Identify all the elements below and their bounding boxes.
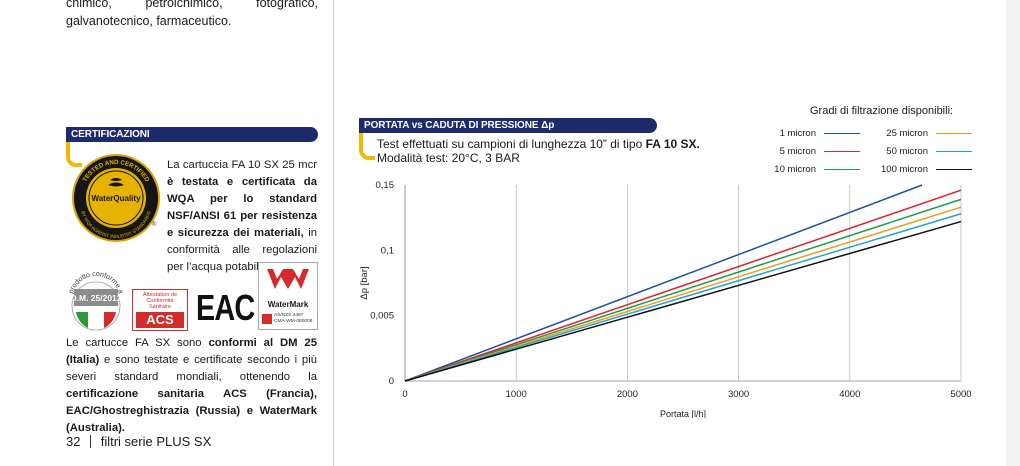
svg-text:TESTED AND CERTIFIED: TESTED AND CERTIFIED — [82, 159, 151, 184]
x-tick-label: 3000 — [728, 389, 749, 400]
pressure-drop-chart: 0 1000 2000 3000 4000 5000 0 0,005 0,1 0,15 Portat… — [359, 180, 972, 418]
certificazioni-header: CERTIFICAZIONI — [66, 127, 318, 142]
y-tick-label: 0,15 — [376, 180, 395, 191]
legend-title: Gradi di filtrazione disponibili: — [810, 105, 954, 117]
legend-label: 100 micron — [881, 163, 928, 175]
legend-label: 1 micron — [779, 127, 816, 139]
legend-item: 10 micron — [740, 160, 860, 178]
legend-column-right: 25 micron 50 micron 100 micron — [862, 124, 972, 178]
legend-swatch — [824, 132, 860, 134]
series-line-10-micron — [404, 198, 962, 382]
legend-swatch — [936, 168, 972, 170]
wqa-ring-top: TESTED AND CERTIFIED — [82, 159, 151, 184]
legend-item: 100 micron — [862, 160, 972, 178]
page-edge — [1006, 0, 1020, 466]
acs-abbr: ACS — [136, 312, 184, 328]
svg-text:BY WQA AGAINST INDUSTRY STANDA: BY WQA AGAINST INDUSTRY STANDARDS — [80, 210, 151, 239]
legend-swatch — [936, 132, 972, 134]
chart-header-accent — [359, 124, 375, 160]
watermark-w-icon — [267, 269, 309, 289]
watermark-code: CMA-WM-080009 — [274, 318, 313, 324]
legend-swatch — [936, 150, 972, 152]
footer-divider — [90, 435, 92, 448]
dm25-logo-graphic: prodotto conforme a D.M. 25/2012 — [68, 271, 124, 331]
page-number: 32 — [66, 434, 81, 449]
legend-label: 10 micron — [774, 163, 816, 175]
section-header-accent — [66, 133, 82, 167]
watermark-logo: WaterMark AS/NZS 3497 CMA-WM-080009 — [258, 262, 318, 330]
chart-legend: 1 micron 5 micron 10 micron 25 micron 50 mi… — [740, 124, 972, 180]
chart-subtitle-line1: Test effettuati su campioni di lunghezza… — [377, 137, 646, 151]
x-tick-label: 0 — [402, 389, 407, 400]
x-tick-label: 2000 — [617, 389, 638, 400]
registered-icon: ® — [152, 222, 157, 228]
page-footer: 32 filtri serie PLUS SX — [66, 434, 211, 449]
intro-text-continuation: chimico, petrolchimico, fotografico, gal… — [66, 0, 318, 28]
watermark-small-icon — [262, 313, 272, 324]
wqa-seal-graphic: WaterQuality — [72, 154, 160, 242]
x-axis-label: Portata [l/h] — [660, 409, 706, 418]
wqa-certification-text: La cartuccia FA 10 SX 25 mcr è testata e… — [167, 157, 317, 276]
x-tick-label: 1000 — [506, 389, 527, 400]
chart-section-header: PORTATA vs CADUTA DI PRESSIONE Δp — [359, 118, 657, 133]
y-tick-label: 0,1 — [381, 245, 394, 256]
certifications-paragraph: Le cartucce FA SX sono conformi al DM 25… — [66, 335, 317, 437]
legend-label: 25 micron — [886, 127, 928, 139]
legend-swatch — [824, 168, 860, 170]
wqa-ring-bottom: BY WQA AGAINST INDUSTRY STANDARDS — [80, 210, 151, 239]
dm25-label: D.M. 25/2012 — [70, 293, 121, 303]
wqa-seal: WaterQuality TESTED AND CERTIFIED BY WQA… — [70, 152, 162, 244]
legend-item: 25 micron — [862, 124, 972, 142]
legend-item: 50 micron — [862, 142, 972, 160]
chart-subtitle-line2: Modalità test: 20°C, 3 BAR — [377, 151, 520, 165]
legend-item: 1 micron — [740, 124, 860, 142]
legend-item: 5 micron — [740, 142, 860, 160]
series-line-100-micron — [404, 220, 962, 382]
cert-text-part: Le cartucce FA SX sono — [66, 337, 209, 349]
series-line-25-micron — [404, 206, 962, 382]
series-line-5-micron — [404, 189, 962, 382]
chart-section-header-label: PORTATA vs CADUTA DI PRESSIONE Δp — [364, 120, 555, 131]
certificazioni-header-label: CERTIFICAZIONI — [71, 129, 150, 140]
y-tick-label: 0 — [389, 376, 394, 387]
cert-text-bold: conformi al DM 25 (Italia) — [66, 337, 317, 366]
chart-subtitle: Test effettuati su campioni di lunghezza… — [377, 137, 700, 165]
legend-label: 5 micron — [779, 145, 816, 157]
page-footer-label: filtri serie PLUS SX — [100, 434, 212, 449]
cert-text-part: e sono testate e certificate secondo i p… — [66, 354, 317, 383]
chart-subtitle-model: FA 10 SX. — [645, 137, 700, 151]
dm25-logo: prodotto conforme a D.M. 25/2012 — [64, 268, 128, 332]
acs-text: Attestation de Conformité Sanitaire — [142, 292, 178, 310]
series-line-50-micron — [404, 213, 962, 382]
eac-logo: EAC — [196, 287, 255, 328]
legend-label: 50 micron — [886, 145, 928, 157]
wqa-text-part: La cartuccia FA 10 SX 25 mcr — [167, 159, 317, 171]
x-tick-label: 4000 — [839, 389, 860, 400]
legend-swatch — [824, 150, 860, 152]
x-tick-label: 5000 — [950, 389, 971, 400]
wqa-text-bold: è testata e certificata da WQA per lo st… — [167, 176, 317, 239]
series-line-1-micron — [404, 184, 923, 382]
wqa-ring-text: TESTED AND CERTIFIED BY WQA AGAINST INDU… — [80, 159, 151, 239]
watermark-name: WaterMark — [267, 300, 309, 309]
acs-logo: Attestation de Conformité Sanitaire ACS — [132, 289, 188, 331]
column-divider — [333, 0, 334, 466]
y-axis-label: Δp [bar] — [359, 266, 370, 299]
legend-column-left: 1 micron 5 micron 10 micron — [740, 124, 860, 178]
wqa-brand-text: WaterQuality — [91, 194, 141, 203]
y-tick-label: 0,005 — [370, 311, 394, 322]
watermark-std: AS/NZS 3497 — [274, 313, 304, 318]
cert-text-bold: certificazione sanitaria ACS (Francia), … — [66, 388, 317, 434]
